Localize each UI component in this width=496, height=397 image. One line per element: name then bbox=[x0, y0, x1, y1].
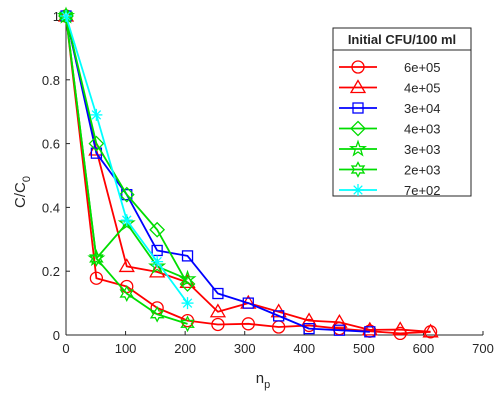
y-tick-label: 1 bbox=[53, 9, 60, 24]
legend-label: 4e+05 bbox=[404, 81, 441, 96]
x-tick-label: 700 bbox=[472, 341, 494, 356]
x-tick-label: 400 bbox=[293, 341, 315, 356]
legend-entry: 3e+03 bbox=[339, 139, 441, 157]
data-point-marker bbox=[212, 287, 224, 300]
legend-label: 3e+04 bbox=[404, 101, 441, 116]
y-tick-label: 0.6 bbox=[42, 137, 60, 152]
data-point-marker bbox=[331, 313, 348, 328]
y-tick-label: 0.4 bbox=[42, 200, 60, 215]
data-point-marker bbox=[209, 303, 227, 318]
x-tick-label: 300 bbox=[234, 341, 256, 356]
data-point-marker bbox=[180, 315, 195, 333]
data-point-marker bbox=[241, 317, 255, 331]
y-axis-title-main: C/C bbox=[12, 182, 29, 208]
data-point-marker bbox=[148, 256, 167, 275]
data-point-marker bbox=[117, 213, 136, 232]
legend-label: 4e+03 bbox=[404, 122, 441, 137]
data-point-marker bbox=[364, 326, 376, 338]
data-point-marker bbox=[149, 305, 165, 323]
series-line bbox=[65, 15, 189, 285]
data-point-marker bbox=[242, 297, 254, 309]
x-tick-label: 500 bbox=[353, 341, 375, 356]
data-point-marker bbox=[333, 324, 346, 336]
data-point-marker bbox=[422, 323, 439, 338]
x-axis-title-subscript: p bbox=[264, 379, 270, 391]
y-tick-label: 0.2 bbox=[42, 264, 60, 279]
data-point-marker bbox=[181, 250, 194, 262]
legend-swatch-marker bbox=[349, 79, 367, 94]
legend-entry: 4e+05 bbox=[339, 79, 441, 96]
y-axis: 0 0.2 0.4 0.6 0.8 1 bbox=[42, 9, 70, 343]
y-axis-title: C/C0 bbox=[12, 176, 33, 208]
legend-label: 7e+02 bbox=[404, 183, 441, 198]
x-axis: 0 100 200 300 400 500 600 700 bbox=[62, 331, 494, 356]
data-point-marker bbox=[118, 186, 135, 203]
y-tick-label: 0 bbox=[53, 328, 60, 343]
x-tick-label: 200 bbox=[174, 341, 196, 356]
legend: Initial CFU/100 ml 6e+05 4e+05 3e+04 4e+03 3… bbox=[332, 27, 472, 198]
data-point-marker bbox=[300, 312, 318, 327]
data-point-marker bbox=[361, 321, 378, 336]
data-point-marker bbox=[149, 221, 166, 238]
legend-entry: 3e+04 bbox=[339, 101, 441, 116]
series-line bbox=[65, 15, 370, 333]
legend-entry: 4e+03 bbox=[339, 120, 441, 137]
data-point-marker bbox=[58, 7, 74, 25]
legend-swatch-marker bbox=[352, 184, 364, 196]
legend-swatch-marker bbox=[351, 60, 365, 74]
series-2e+03 bbox=[58, 7, 195, 333]
data-point-marker bbox=[118, 258, 135, 273]
legend-swatch-marker bbox=[350, 120, 366, 137]
y-axis-title-subscript: 0 bbox=[21, 176, 33, 182]
data-point-marker bbox=[88, 135, 105, 152]
data-point-marker bbox=[151, 244, 163, 257]
data-point-marker bbox=[89, 250, 104, 267]
legend-entry: 6e+05 bbox=[339, 60, 441, 75]
data-point-marker bbox=[181, 297, 194, 310]
legend-title: Initial CFU/100 ml bbox=[348, 32, 456, 47]
data-point-marker bbox=[89, 271, 104, 285]
data-point-marker bbox=[273, 310, 285, 322]
x-axis-title-main: n bbox=[256, 370, 264, 387]
data-point-marker bbox=[392, 321, 409, 336]
data-point-marker bbox=[90, 108, 103, 121]
legend-entry: 2e+03 bbox=[339, 161, 441, 178]
data-point-marker bbox=[151, 255, 164, 268]
x-axis-title: np bbox=[256, 370, 270, 391]
legend-entry: 7e+02 bbox=[339, 183, 441, 198]
data-point-marker bbox=[179, 276, 196, 292]
legend-swatch-marker bbox=[350, 161, 366, 178]
data-point-marker bbox=[303, 322, 315, 335]
y-tick-label: 0.8 bbox=[42, 73, 60, 88]
x-tick-label: 0 bbox=[62, 341, 69, 356]
x-tick-label: 100 bbox=[115, 341, 137, 356]
data-point-marker bbox=[60, 10, 72, 22]
legend-box bbox=[332, 27, 472, 197]
legend-label: 3e+03 bbox=[404, 142, 441, 157]
data-point-marker bbox=[121, 188, 133, 201]
legend-label: 2e+03 bbox=[404, 163, 441, 178]
series-layer bbox=[56, 6, 439, 341]
legend-swatch-marker bbox=[352, 102, 364, 114]
series-3e+04 bbox=[60, 10, 376, 338]
data-point-marker bbox=[120, 214, 133, 227]
series-7e+02 bbox=[60, 10, 194, 310]
legend-swatch-marker bbox=[348, 139, 368, 157]
x-tick-label: 600 bbox=[413, 341, 435, 356]
data-point-marker bbox=[119, 285, 135, 302]
series-line bbox=[65, 15, 188, 325]
legend-label: 6e+05 bbox=[404, 60, 441, 75]
data-point-marker bbox=[178, 269, 197, 287]
data-point-marker bbox=[211, 317, 225, 332]
